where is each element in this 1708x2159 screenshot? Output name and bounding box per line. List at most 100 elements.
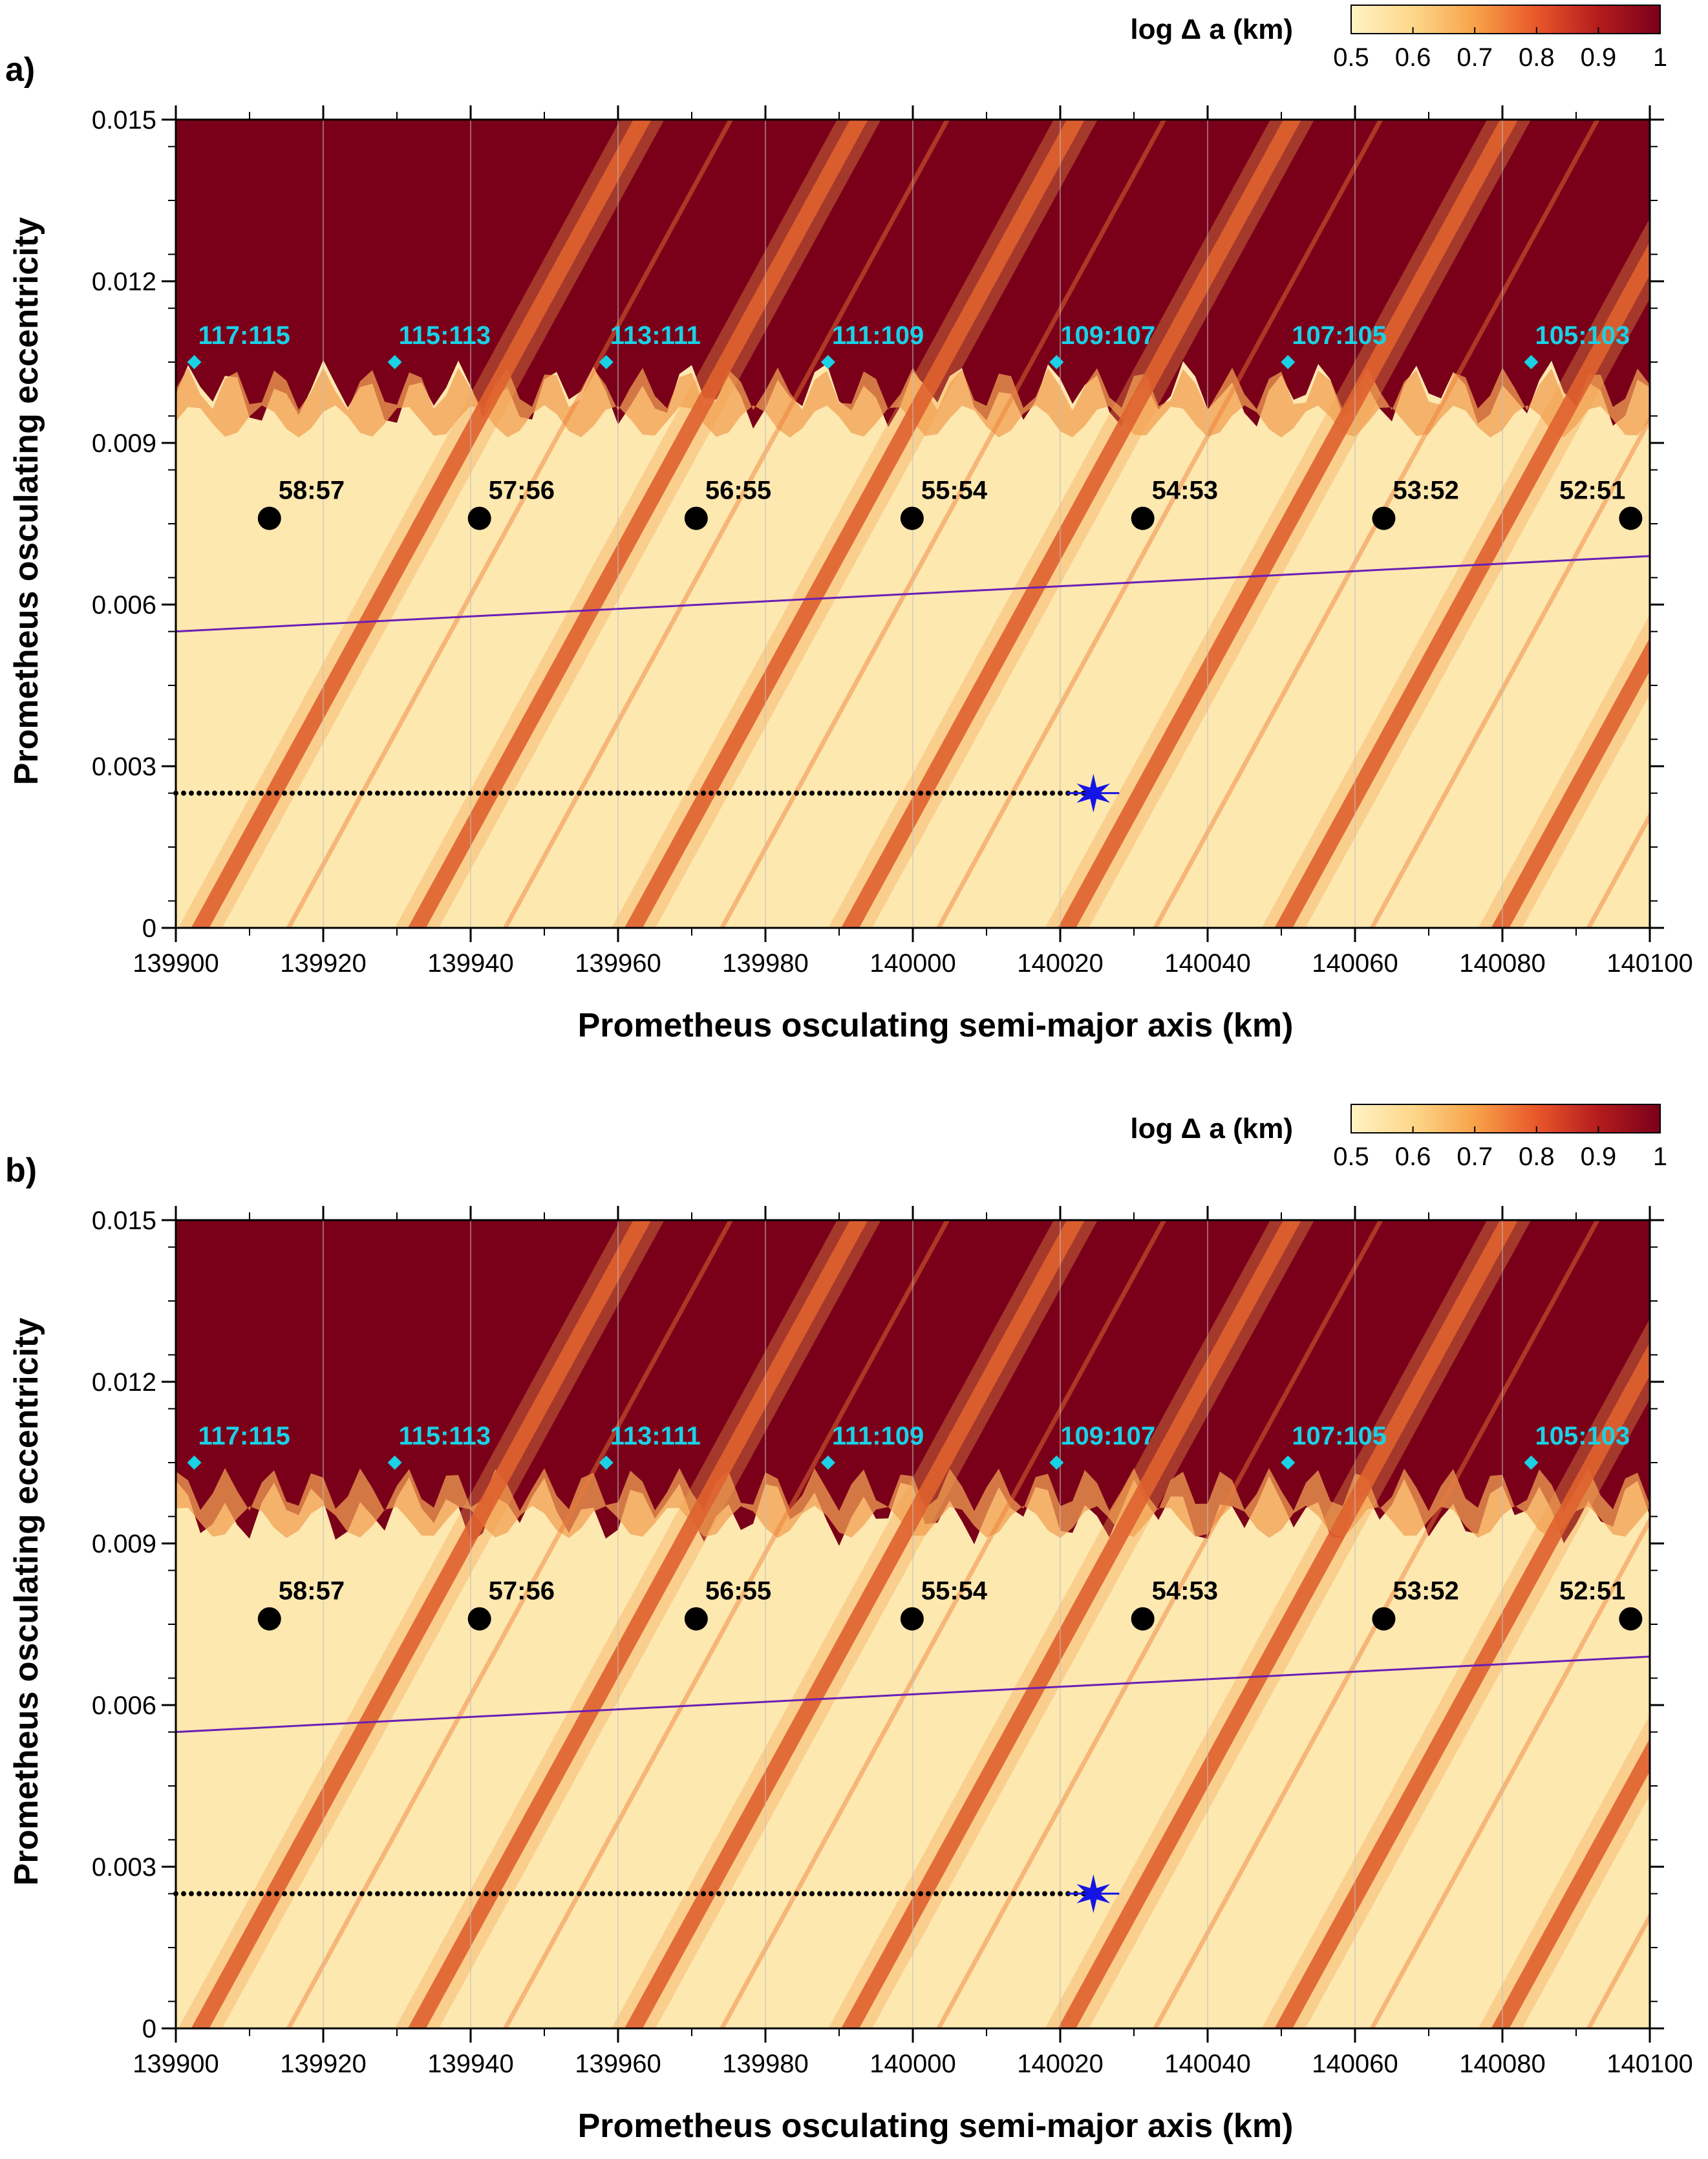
colorbar-tick-label: 1 xyxy=(1653,43,1667,72)
resonance-label: 109:107 xyxy=(1060,1422,1155,1450)
second-order-resonance: 105:103 xyxy=(1524,321,1630,369)
resonance-label: 117:115 xyxy=(198,321,290,350)
circle-marker xyxy=(257,1607,281,1631)
colorbar: log Δ a (km) 0.5 0.6 0.7 0.8 0.9 1 xyxy=(1130,1104,1667,1171)
panel-label: a) xyxy=(5,51,35,89)
diamond-marker xyxy=(1281,1455,1296,1470)
resonance-label: 117:115 xyxy=(198,1422,290,1450)
resonance-label: 113:111 xyxy=(610,1422,701,1450)
first-order-resonance: 52:51 xyxy=(1559,477,1643,530)
x-tick-label: 139920 xyxy=(280,949,366,978)
first-order-resonance: 58:57 xyxy=(257,477,345,530)
circle-marker xyxy=(1131,506,1155,530)
panel-label: b) xyxy=(5,1152,37,1189)
diamond-marker xyxy=(1049,1455,1064,1470)
resonance-label: 111:109 xyxy=(832,321,924,350)
first-order-resonance: 53:52 xyxy=(1372,477,1459,530)
resonance-band xyxy=(624,120,1085,928)
secondary-band xyxy=(1369,1516,1650,2028)
diamond-marker xyxy=(599,1455,614,1470)
resonance-band-halo xyxy=(611,120,1098,928)
first-order-resonance: 54:53 xyxy=(1131,1577,1218,1631)
secondary-band xyxy=(286,120,734,928)
circle-marker xyxy=(257,506,281,530)
colorbar-tick-label: 0.5 xyxy=(1333,1143,1369,1171)
resonance-label: 105:103 xyxy=(1535,1422,1630,1450)
colorbar-tick-label: 0.6 xyxy=(1395,1143,1431,1171)
resonance-label: 57:56 xyxy=(489,477,555,505)
circle-marker xyxy=(467,506,491,530)
circle-marker xyxy=(1131,1607,1155,1631)
resonance-label: 56:55 xyxy=(705,1577,771,1606)
x-tick-label: 139940 xyxy=(427,2050,513,2078)
diamond-marker xyxy=(599,355,614,369)
x-axis: 139900 139920 139940 139960 139980 140000 1400… xyxy=(133,105,1693,978)
resonance-label: 56:55 xyxy=(705,477,771,505)
x-tick-label: 140100 xyxy=(1607,949,1692,978)
circle-marker xyxy=(1372,506,1396,530)
resonance-band-halo xyxy=(1478,1714,1650,2028)
x-tick-label: 140060 xyxy=(1312,2050,1398,2078)
y-tick-label: 0.003 xyxy=(92,1853,156,1882)
y-tick-label: 0 xyxy=(142,914,156,943)
star-marker xyxy=(1067,1874,1120,1913)
colorbar-tick-label: 0.9 xyxy=(1581,43,1617,72)
colorbar: log Δ a (km) 0.5 0.6 0.7 0.8 0.9 1 xyxy=(1130,5,1667,72)
x-tick-label: 139960 xyxy=(575,2050,661,2078)
colorbar-title: log Δ a (km) xyxy=(1130,14,1293,45)
resonance-band-halo xyxy=(178,120,665,928)
x-axis-title: Prometheus osculating semi-major axis (k… xyxy=(578,2107,1294,2145)
x-tick-label: 140080 xyxy=(1459,949,1545,978)
x-tick-label: 140100 xyxy=(1607,2050,1692,2078)
first-order-resonance: 52:51 xyxy=(1559,1577,1643,1631)
resonance-band-halo xyxy=(1478,614,1650,928)
resonance-label: 113:111 xyxy=(610,321,701,350)
secondary-band xyxy=(719,120,1167,928)
colorbar-tick-label: 0.8 xyxy=(1519,1143,1555,1171)
resonance-band-halo xyxy=(178,1220,665,2028)
secondary-band xyxy=(719,1220,1167,2028)
resonance-band-halo xyxy=(1045,120,1532,928)
second-order-resonance: 115:113 xyxy=(387,1422,491,1470)
y-tick-label: 0 xyxy=(142,2015,156,2043)
x-tick-label: 140080 xyxy=(1459,2050,1545,2078)
second-order-resonance: 113:111 xyxy=(599,321,701,369)
y-axis: 0 0.003 0.006 0.009 0.012 0.015 xyxy=(92,106,1664,943)
resonance-band-halo xyxy=(1261,218,1650,928)
x-tick-label: 139920 xyxy=(280,2050,366,2078)
resonance-band xyxy=(1274,1342,1650,2028)
resonance-band xyxy=(624,1220,1085,2028)
x-tick-label: 140040 xyxy=(1164,949,1250,978)
diamond-marker xyxy=(820,1455,835,1470)
x-axis-title: Prometheus osculating semi-major axis (k… xyxy=(578,1007,1294,1044)
colorbar-tick-label: 0.6 xyxy=(1395,43,1431,72)
circle-marker xyxy=(467,1607,491,1631)
resonance-band xyxy=(841,120,1302,928)
colorbar-tick-label: 1 xyxy=(1653,1143,1667,1171)
x-tick-label: 139900 xyxy=(133,949,219,978)
x-tick-label: 140020 xyxy=(1017,949,1103,978)
secondary-band xyxy=(1586,1911,1650,2028)
resonance-label: 115:113 xyxy=(399,321,491,350)
resonance-label: 107:105 xyxy=(1292,321,1387,350)
diamond-marker xyxy=(1049,355,1064,369)
circle-marker xyxy=(1619,1607,1643,1631)
panel-b: b) 117:115 115:113 113:111 111:109 109:107 107… xyxy=(5,1104,1693,2145)
first-order-resonance: 57:56 xyxy=(467,1577,555,1631)
x-tick-label: 140000 xyxy=(870,949,955,978)
resonance-band-halo xyxy=(394,1220,881,2028)
first-order-resonance: 57:56 xyxy=(467,477,555,530)
colorbar-gradient xyxy=(1350,5,1661,34)
y-tick-label: 0.009 xyxy=(92,1530,156,1558)
resonance-band xyxy=(407,1220,868,2028)
first-order-resonance: 56:55 xyxy=(684,477,771,530)
resonance-label: 58:57 xyxy=(279,1577,345,1606)
y-tick-label: 0.015 xyxy=(92,1207,156,1235)
first-order-resonance: 58:57 xyxy=(257,1577,345,1631)
first-order-resonance: 55:54 xyxy=(900,477,988,530)
y-tick-label: 0.012 xyxy=(92,268,156,296)
heatmap-area xyxy=(176,120,1650,928)
resonance-band-halo xyxy=(828,1220,1315,2028)
heatmap-area xyxy=(176,1220,1650,2028)
resonance-label: 52:51 xyxy=(1559,1577,1625,1606)
